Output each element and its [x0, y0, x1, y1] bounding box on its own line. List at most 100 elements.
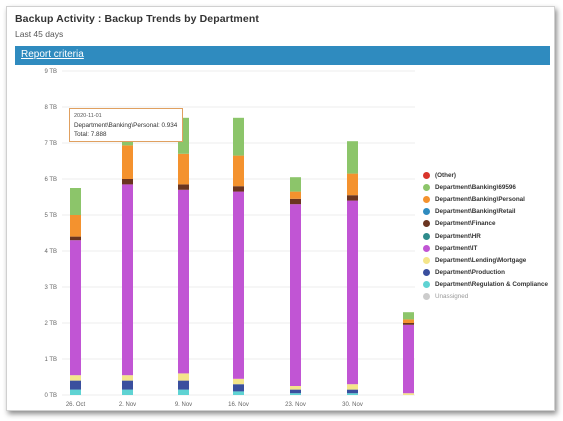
- bar-segment[interactable]: [178, 153, 189, 185]
- bar-segment[interactable]: [70, 380, 81, 390]
- bar-segment[interactable]: [290, 177, 301, 192]
- legend-item[interactable]: Department\Banking\69596: [423, 181, 548, 193]
- legend-label: Unassigned: [435, 293, 469, 301]
- bar-segment[interactable]: [178, 389, 189, 395]
- bar-segment[interactable]: [347, 141, 358, 174]
- bar-segment[interactable]: [70, 236, 81, 241]
- report-panel: Backup Activity : Backup Trends by Depar…: [6, 6, 555, 411]
- y-axis-ticks: 0 TB 1 TB 2 TB 3 TB 4 TB 5 TB 6 TB 7 TB 8 TB 9 TB: [44, 69, 57, 399]
- legend-swatch-icon: [423, 208, 430, 216]
- bar-segment[interactable]: [178, 117, 189, 154]
- legend-swatch-icon: [423, 293, 430, 301]
- y-tick-label: 2 TB: [44, 321, 57, 327]
- bar-segment[interactable]: [290, 393, 301, 395]
- y-tick-label: 8 TB: [44, 105, 57, 111]
- bar-segment[interactable]: [233, 155, 244, 187]
- chart-bars[interactable]: [70, 111, 414, 395]
- bar-segment[interactable]: [290, 204, 301, 386]
- bar-segment[interactable]: [403, 324, 414, 394]
- legend-swatch-icon: [423, 269, 430, 277]
- bar-segment[interactable]: [290, 191, 301, 199]
- bar-segment[interactable]: [233, 384, 244, 392]
- bar-segment[interactable]: [122, 145, 133, 179]
- legend-swatch-icon: [423, 220, 430, 228]
- legend-swatch-icon: [423, 281, 430, 289]
- bar-segment[interactable]: [122, 375, 133, 381]
- y-tick-label: 3 TB: [44, 285, 57, 291]
- bar-segment[interactable]: [233, 378, 244, 385]
- bar-segment[interactable]: [178, 184, 189, 190]
- bar-segment[interactable]: [70, 240, 81, 376]
- legend-label: Department\HR: [435, 232, 481, 240]
- report-title: Backup Activity : Backup Trends by Depar…: [15, 13, 259, 25]
- legend-swatch-icon: [423, 232, 430, 240]
- x-tick-label: 26. Oct: [66, 402, 86, 408]
- x-tick-label: 30. Nov: [342, 402, 363, 408]
- bar-segment[interactable]: [178, 189, 189, 374]
- bar-segment[interactable]: [70, 375, 81, 381]
- tooltip-series-value: Department\Banking\Personal: 0.934: [74, 122, 178, 129]
- bar-segment[interactable]: [233, 391, 244, 395]
- bar-segment[interactable]: [70, 188, 81, 215]
- legend-swatch-icon: [423, 195, 430, 203]
- y-tick-label: 0 TB: [44, 393, 57, 399]
- bar-segment[interactable]: [403, 393, 414, 395]
- bar-segment[interactable]: [178, 373, 189, 381]
- chart-legend: (Other) Department\Banking\69596 Departmen…: [423, 169, 548, 303]
- legend-label: Department\Banking\Personal: [435, 195, 525, 203]
- bar-segment[interactable]: [70, 389, 81, 395]
- tooltip-total: Total: 7.888: [74, 131, 107, 138]
- bar-segment[interactable]: [233, 117, 244, 156]
- y-tick-label: 4 TB: [44, 249, 57, 255]
- x-tick-label: 2. Nov: [119, 402, 136, 408]
- bar-segment[interactable]: [290, 386, 301, 390]
- report-criteria-bar: Report criteria: [15, 46, 550, 65]
- chart-tooltip: 2020-11-01 Department\Banking\Personal: …: [69, 108, 183, 142]
- x-axis-ticks: 26. Oct 2. Nov 9. Nov 16. Nov 23. Nov 30. Nov: [66, 402, 363, 408]
- bar-segment[interactable]: [233, 191, 244, 379]
- y-tick-label: 6 TB: [44, 177, 57, 183]
- bar-segment[interactable]: [403, 319, 414, 323]
- bar-segment[interactable]: [122, 389, 133, 395]
- bar-segment[interactable]: [70, 215, 81, 237]
- legend-item[interactable]: Department\Regulation & Compliance: [423, 279, 548, 291]
- bar-segment[interactable]: [122, 184, 133, 376]
- legend-label: Department\Finance: [435, 220, 496, 228]
- legend-label: Department\Banking\Retail: [435, 208, 516, 216]
- y-tick-label: 7 TB: [44, 141, 57, 147]
- legend-item[interactable]: Department\Finance: [423, 218, 548, 230]
- legend-item[interactable]: (Other): [423, 169, 548, 181]
- bar-segment[interactable]: [290, 389, 301, 394]
- legend-item[interactable]: Department\HR: [423, 230, 548, 242]
- bar-segment[interactable]: [233, 186, 244, 192]
- bar-segment[interactable]: [290, 198, 301, 205]
- tooltip-date: 2020-11-01: [74, 113, 102, 119]
- legend-label: (Other): [435, 171, 456, 179]
- legend-label: Department\IT: [435, 244, 478, 252]
- legend-item[interactable]: Department\Banking\Retail: [423, 206, 548, 218]
- bar-segment[interactable]: [347, 200, 358, 385]
- legend-item[interactable]: Department\IT: [423, 242, 548, 254]
- bar-segment[interactable]: [403, 323, 414, 325]
- report-criteria-link[interactable]: Report criteria: [21, 49, 84, 60]
- bar-segment[interactable]: [347, 384, 358, 390]
- report-subtitle: Last 45 days: [15, 29, 64, 39]
- legend-item[interactable]: Department\Production: [423, 267, 548, 279]
- bar-segment[interactable]: [403, 312, 414, 320]
- bar-segment[interactable]: [347, 195, 358, 201]
- legend-label: Department\Banking\69596: [435, 183, 516, 191]
- bar-segment[interactable]: [178, 380, 189, 390]
- legend-item[interactable]: Department\Banking\Personal: [423, 193, 548, 205]
- bar-segment[interactable]: [347, 389, 358, 394]
- legend-swatch-icon: [423, 244, 430, 252]
- report-header: Backup Activity : Backup Trends by Depar…: [15, 13, 259, 39]
- bar-segment[interactable]: [122, 179, 133, 185]
- legend-item[interactable]: Department\Lending\Mortgage: [423, 254, 548, 266]
- bar-segment[interactable]: [347, 173, 358, 196]
- y-tick-label: 1 TB: [44, 357, 57, 363]
- bar-segment[interactable]: [347, 393, 358, 395]
- y-tick-label: 9 TB: [44, 69, 57, 75]
- bar-segment[interactable]: [122, 380, 133, 390]
- legend-swatch-icon: [423, 171, 430, 179]
- legend-item[interactable]: Unassigned: [423, 291, 548, 303]
